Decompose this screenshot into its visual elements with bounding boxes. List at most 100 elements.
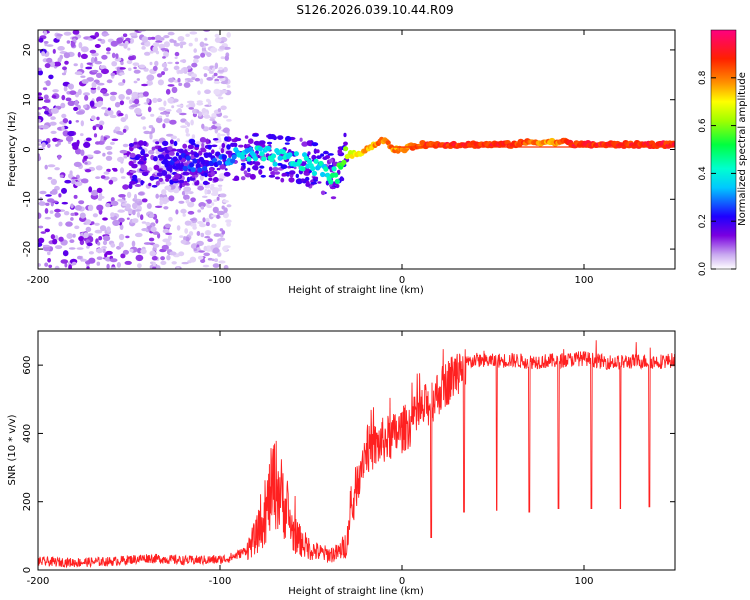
spectrogram-noise-blob: [91, 189, 99, 196]
spectrogram-ridge-halo: [131, 163, 138, 169]
spectrogram-ridge-halo: [226, 144, 231, 150]
spectrogram-noise-blob: [94, 61, 102, 65]
spectrogram-ridge-halo: [260, 174, 266, 178]
spectrogram-noise-blob: [113, 168, 118, 172]
spectrogram-noise-blob: [125, 96, 130, 100]
spectrogram-noise-blob: [219, 193, 227, 198]
spectrogram-noise-blob: [209, 65, 214, 69]
spectrogram-ridge-halo: [198, 150, 203, 156]
spectrogram-noise-blob: [70, 203, 74, 209]
spectrogram-noise-blob: [165, 113, 169, 118]
spectrogram-noise-blob: [203, 73, 208, 78]
spectrogram-noise-blob: [211, 75, 215, 79]
spectrogram-noise-blob: [107, 107, 112, 111]
spectrogram-noise-blob: [226, 32, 231, 38]
spectrogram-ridge-halo: [165, 153, 170, 160]
spectrogram-ridge-halo: [129, 170, 137, 174]
spectrogram-ridge-point: [207, 152, 213, 158]
spectrogram-noise-blob: [76, 247, 84, 250]
spectrogram-noise-blob: [116, 37, 124, 44]
spectrogram-noise-blob: [135, 232, 143, 238]
spectrogram-ridge-halo: [240, 162, 246, 166]
spectrogram-noise-blob: [47, 164, 56, 168]
spectrogram-noise-blob: [71, 261, 77, 266]
spectrogram-noise-blob: [66, 40, 71, 44]
spectrogram-noise-blob: [89, 49, 97, 54]
spectrogram-noise-blob: [206, 98, 210, 103]
spectrogram-noise-blob: [97, 38, 102, 42]
snr-frame: [37, 330, 676, 571]
spectrogram-noise-blob: [67, 130, 75, 137]
x-tick-label: -200: [27, 576, 50, 587]
spectrogram-ridge-halo: [161, 170, 168, 176]
spectrogram-ridge-halo: [247, 167, 251, 172]
spectrogram-ridge-halo: [141, 171, 149, 177]
spectrogram-noise-blob: [50, 234, 56, 240]
spectrogram-ridge-halo: [221, 142, 226, 149]
spectrogram-noise-blob: [80, 75, 86, 78]
spectrogram-noise-blob: [155, 40, 163, 43]
spectrogram-noise-blob: [218, 260, 226, 264]
spectrogram-noise-blob: [191, 134, 196, 139]
spectrogram-noise-blob: [200, 259, 206, 263]
spectrogram-noise-blob: [118, 82, 125, 86]
spectrogram-noise-blob: [190, 197, 196, 203]
spectrogram-noise-blob: [95, 165, 103, 171]
spectrogram-noise-blob: [38, 225, 44, 229]
spectrogram-ridge-halo: [173, 140, 178, 147]
spectrogram-noise-blob: [105, 47, 111, 52]
spectrogram-noise-blob: [176, 138, 180, 142]
spectrogram-ridge-halo: [155, 141, 160, 145]
spectrogram-noise-blob: [63, 211, 70, 216]
spectrogram-noise-blob: [90, 87, 97, 90]
spectrogram-noise-blob: [80, 62, 84, 69]
spectrogram-ridge-point: [257, 146, 263, 152]
spectrogram-noise-blob: [213, 199, 218, 202]
spectrogram-ridge-halo: [286, 173, 290, 177]
spectrogram-noise-blob: [136, 211, 141, 218]
spectrogram-ridge-halo: [169, 139, 174, 145]
spectrogram-noise-blob: [99, 225, 107, 232]
spectrogram-noise-blob: [187, 210, 195, 215]
spectrogram-noise-blob: [67, 100, 76, 107]
spectrogram-noise-blob: [220, 133, 226, 137]
spectrogram-noise-blob: [80, 120, 85, 127]
spectrogram-noise-blob: [132, 62, 140, 66]
spectrogram-noise-blob: [69, 239, 75, 244]
spectrogram-ridge-halo: [212, 138, 219, 141]
spectrogram-noise-blob: [188, 231, 194, 236]
spectrogram-ridge-point: [239, 154, 245, 160]
spectrogram-noise-blob: [105, 155, 113, 161]
spectrogram-ridge-halo: [254, 161, 261, 166]
spectrogram-noise-blob: [62, 250, 69, 257]
spectrogram-ridge-halo: [272, 167, 279, 172]
spectrogram-ridge-halo: [238, 144, 244, 148]
spectrogram-noise-blob: [83, 141, 91, 148]
spectrogram-noise-blob: [85, 137, 92, 142]
spectrogram-noise-blob: [161, 244, 169, 250]
spectrogram-ridge-halo: [224, 168, 228, 171]
spectrogram-noise-blob: [45, 194, 52, 197]
spectrogram-noise-blob: [55, 143, 59, 147]
spectrogram-noise-blob: [163, 100, 167, 107]
spectrogram-noise-blob: [119, 167, 125, 174]
spectrogram-ridge-point: [162, 158, 168, 164]
spectrogram-noise-blob: [204, 184, 211, 189]
spectrogram-noise-blob: [210, 184, 215, 187]
spectrogram-noise-blob: [63, 52, 71, 59]
spectrogram-noise-blob: [197, 255, 204, 260]
spectrogram-noise-blob: [184, 228, 189, 234]
spectrogram-noise-blob: [140, 116, 146, 120]
spectrogram-noise-blob: [70, 212, 75, 216]
spectrogram-ridge-halo: [288, 170, 296, 175]
spectrogram-noise-blob: [128, 99, 133, 105]
spectrogram-noise-blob: [202, 264, 210, 268]
spectrogram-noise-blob: [188, 42, 193, 47]
spectrogram-noise-blob: [175, 61, 180, 65]
spectrogram-noise-blob: [131, 91, 139, 98]
spectrogram-ridge-halo: [191, 142, 196, 146]
spectrogram-noise-blob: [218, 66, 224, 71]
spectrogram-noise-blob: [49, 210, 54, 214]
spectrogram-noise-blob: [169, 251, 177, 256]
spectrogram-noise-blob: [149, 250, 157, 257]
